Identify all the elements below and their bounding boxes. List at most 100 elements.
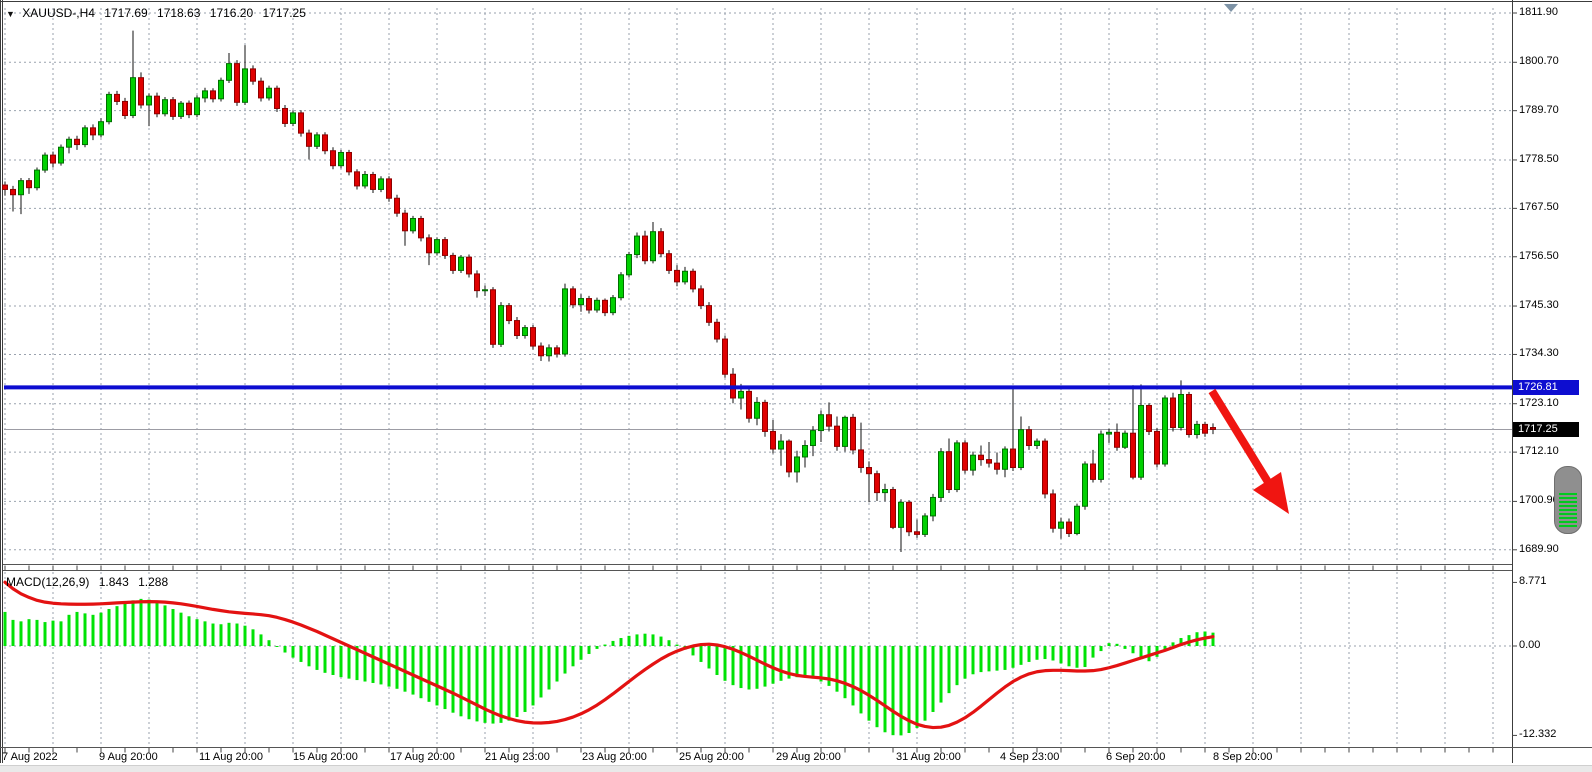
- candle: [122, 100, 128, 117]
- candle: [1082, 463, 1088, 507]
- candle: [306, 132, 312, 147]
- candle: [578, 298, 584, 306]
- candle: [946, 451, 952, 491]
- candle: [1106, 431, 1112, 435]
- candle: [802, 445, 808, 458]
- candle: [770, 430, 776, 450]
- time-axis-label: 9 Aug 20:00: [99, 751, 158, 763]
- candle: [242, 68, 248, 103]
- time-axis-label: 31 Aug 20:00: [896, 751, 961, 763]
- candle: [586, 298, 592, 311]
- candle: [338, 151, 344, 167]
- candle: [1130, 432, 1136, 478]
- macd-axis-label: 0.00: [1519, 639, 1541, 651]
- side-scroll-widget[interactable]: [1554, 466, 1582, 534]
- candle: [1146, 404, 1152, 432]
- candle: [370, 173, 376, 190]
- candle: [706, 305, 712, 323]
- candle: [2, 184, 8, 190]
- candle: [130, 77, 136, 117]
- candle: [1090, 463, 1096, 480]
- candle: [18, 180, 24, 196]
- candle: [994, 462, 1000, 470]
- candle: [898, 501, 904, 528]
- candle: [498, 305, 504, 345]
- candle: [938, 451, 944, 498]
- candle: [418, 217, 424, 239]
- time-axis-label: 25 Aug 20:00: [679, 751, 744, 763]
- candle: [258, 80, 264, 99]
- candle: [1138, 404, 1144, 478]
- candle: [794, 456, 800, 473]
- candle: [674, 269, 680, 283]
- candle: [330, 150, 336, 167]
- macd-histogram: [3, 598, 1215, 736]
- symbol-timeframe-label: XAUUSD-,H4: [22, 6, 95, 20]
- candle: [1162, 397, 1168, 465]
- candle: [74, 138, 80, 146]
- candle: [202, 90, 208, 99]
- candle: [906, 501, 912, 533]
- high-value: 1718.63: [157, 6, 201, 20]
- candle: [1098, 433, 1104, 480]
- candle: [818, 414, 824, 432]
- candle: [570, 288, 576, 306]
- candle: [170, 99, 176, 117]
- candle: [634, 235, 640, 256]
- candle: [114, 93, 120, 102]
- candle: [362, 173, 368, 187]
- side-scroll-widget-stripes: [1559, 493, 1577, 529]
- candle: [642, 235, 648, 262]
- candle: [1122, 432, 1128, 448]
- trend-arrow-object[interactable]: [1208, 388, 1289, 514]
- candle: [962, 442, 968, 471]
- candle: [562, 288, 568, 355]
- price-axis-label: 1734.30: [1519, 347, 1559, 360]
- candle: [322, 134, 328, 152]
- current-price-tag: 1717.25: [1513, 421, 1579, 437]
- candle: [442, 239, 448, 256]
- chart-shift-marker-icon[interactable]: [1224, 4, 1238, 12]
- time-axis-label: 4 Sep 23:00: [1000, 751, 1060, 763]
- symbol-dropdown-icon[interactable]: ▼: [6, 9, 15, 19]
- candle: [178, 102, 184, 117]
- candle: [34, 169, 40, 189]
- candle: [882, 489, 888, 494]
- status-bar: [0, 765, 1592, 772]
- candle: [1074, 505, 1080, 535]
- candle: [690, 270, 696, 290]
- candle: [154, 95, 160, 115]
- candle: [346, 151, 352, 173]
- candle: [554, 347, 560, 355]
- time-axis-label: 8 Sep 20:00: [1213, 751, 1273, 763]
- candle: [514, 320, 520, 337]
- candle: [274, 87, 280, 109]
- candle: [434, 239, 440, 254]
- candle: [66, 138, 72, 148]
- candle: [1202, 423, 1208, 434]
- candle: [1114, 431, 1120, 448]
- candle: [922, 515, 928, 535]
- candle: [842, 416, 848, 447]
- candle: [386, 178, 392, 199]
- candle: [1042, 440, 1048, 495]
- time-axis-label: 6 Sep 20:00: [1106, 751, 1166, 763]
- candle: [290, 112, 296, 124]
- candle: [954, 442, 960, 491]
- candle: [354, 171, 360, 187]
- candle: [162, 99, 168, 115]
- candle: [474, 273, 480, 292]
- candle: [602, 299, 608, 314]
- candle: [1066, 521, 1072, 535]
- time-axis-label: 11 Aug 20:00: [199, 751, 264, 763]
- price-axis-label: 1778.50: [1519, 152, 1559, 165]
- candle: [850, 416, 856, 451]
- candle: [610, 297, 616, 314]
- price-axis-label: 1800.70: [1519, 55, 1559, 68]
- candle: [506, 305, 512, 322]
- candle: [106, 93, 112, 123]
- candle: [410, 217, 416, 232]
- candle: [866, 467, 872, 475]
